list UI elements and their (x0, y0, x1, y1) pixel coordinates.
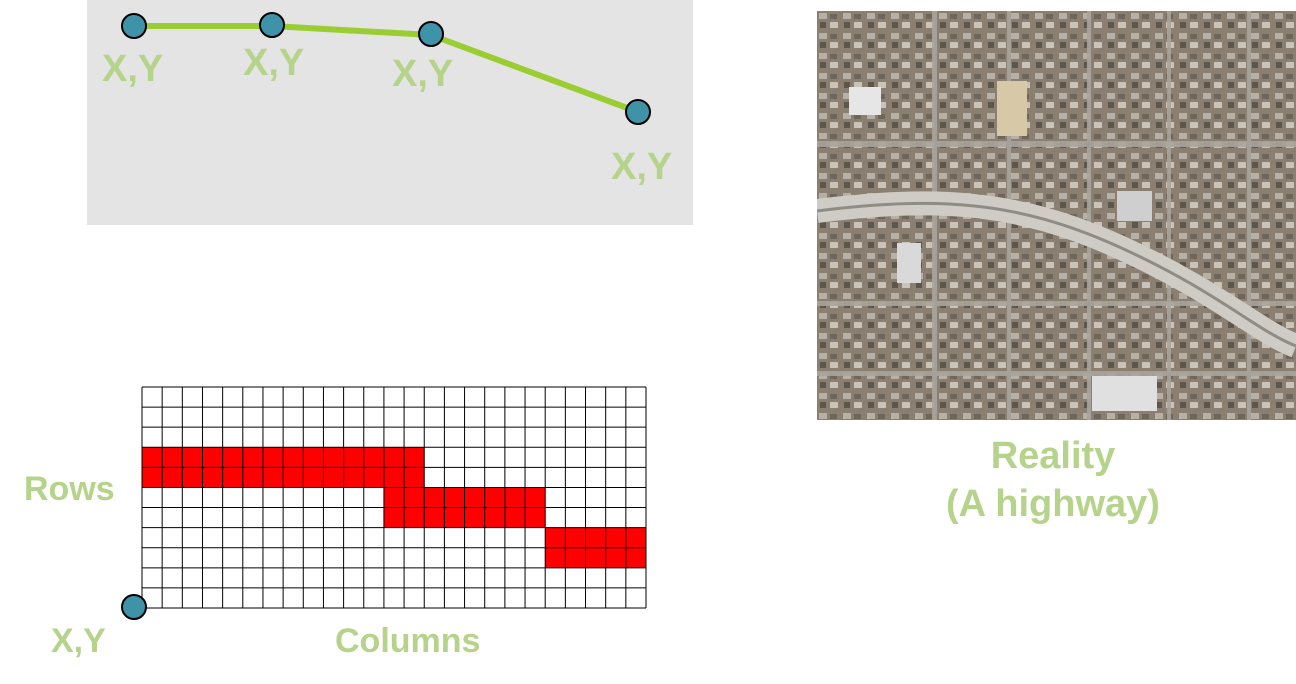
raster-filled-cell (202, 467, 223, 488)
raster-filled-cell (363, 467, 384, 488)
raster-filled-cells (142, 447, 646, 568)
raster-filled-cell (404, 447, 425, 468)
raster-filled-cell (504, 507, 526, 528)
raster-filled-cell (424, 507, 445, 528)
raster-filled-cell (404, 487, 425, 508)
raster-filled-cell (222, 467, 243, 488)
raster-filled-cell (383, 507, 405, 528)
raster-filled-cell (625, 527, 646, 548)
raster-filled-cell (343, 467, 364, 488)
aerial-photo-highway-icon (817, 11, 1296, 420)
raster-filled-cell (363, 447, 384, 468)
raster-origin-point (121, 594, 147, 620)
raster-filled-cell (283, 447, 304, 468)
raster-filled-cell (303, 447, 324, 468)
raster-filled-cell (323, 467, 344, 488)
rows-label: Rows (24, 470, 115, 508)
raster-filled-cell (404, 507, 425, 528)
raster-filled-cell (142, 467, 163, 488)
raster-filled-cell (545, 527, 566, 548)
raster-filled-cell (142, 447, 163, 468)
raster-filled-cell (464, 487, 485, 508)
raster-filled-cell (303, 467, 324, 488)
columns-label: Columns (335, 622, 481, 660)
raster-filled-cell (404, 467, 425, 488)
vector-diagram (121, 12, 651, 125)
vertex-point-1 (121, 13, 147, 39)
raster-filled-cell (283, 467, 304, 488)
raster-filled-cell (162, 447, 183, 468)
vector-panel (87, 0, 693, 225)
raster-filled-cell (464, 507, 485, 528)
raster-filled-cell (625, 547, 646, 568)
raster-filled-cell (525, 507, 546, 528)
aerial-photo-art (817, 11, 1296, 420)
vertex-label-1: X,Y (102, 48, 164, 90)
raster-filled-cell (565, 547, 586, 568)
vertex-point-2 (259, 12, 285, 38)
reality-caption-line2: (A highway) (946, 483, 1160, 525)
vector-line (134, 23, 640, 115)
raster-filled-cell (444, 487, 465, 508)
raster-filled-cell (605, 547, 626, 568)
raster-filled-cell (605, 527, 626, 548)
raster-filled-cell (262, 467, 284, 488)
raster-filled-cell (444, 507, 465, 528)
raster-filled-cell (222, 447, 243, 468)
raster-filled-cell (424, 487, 445, 508)
raster-filled-cell (262, 447, 284, 468)
raster-filled-cell (525, 487, 546, 508)
raster-filled-cell (484, 507, 505, 528)
vertex-label-3: X,Y (392, 53, 454, 95)
raster-filled-cell (242, 467, 263, 488)
raster-filled-cell (242, 447, 263, 468)
raster-filled-cell (585, 527, 606, 548)
raster-filled-cell (182, 467, 203, 488)
raster-filled-cell (484, 487, 505, 508)
vertex-label-2: X,Y (243, 42, 305, 84)
raster-filled-cell (182, 447, 203, 468)
raster-filled-cell (383, 467, 405, 488)
reality-caption-line1: Reality (990, 435, 1116, 477)
vertex-point-3 (418, 21, 444, 47)
raster-filled-cell (504, 487, 526, 508)
vertex-point-4 (625, 99, 651, 125)
raster-filled-cell (585, 547, 606, 568)
raster-filled-cell (383, 487, 405, 508)
raster-grid (141, 386, 647, 609)
origin-label: X,Y (51, 622, 106, 660)
reality-caption: Reality (A highway) (937, 432, 1169, 528)
raster-filled-cell (343, 447, 364, 468)
raster-filled-cell (162, 467, 183, 488)
raster-filled-cell (323, 447, 344, 468)
vertex-label-4: X,Y (611, 146, 673, 188)
raster-filled-cell (545, 547, 566, 568)
raster-diagram (121, 386, 647, 620)
raster-filled-cell (565, 527, 586, 548)
raster-filled-cell (202, 447, 223, 468)
raster-filled-cell (383, 447, 405, 468)
